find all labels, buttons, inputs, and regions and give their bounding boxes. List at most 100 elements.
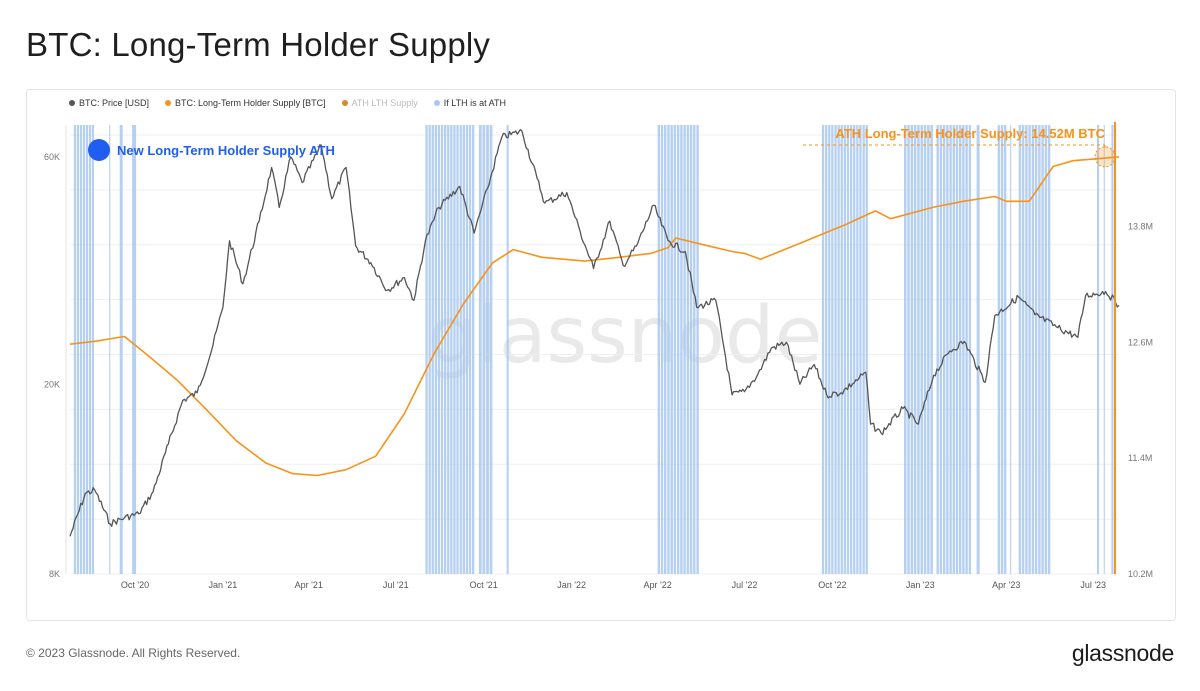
ath-band-bar xyxy=(1004,125,1007,574)
ath-band-bar xyxy=(997,125,1001,574)
legend-swatch-3 xyxy=(433,100,440,106)
ath-band-bar xyxy=(119,125,123,574)
ath-band-bar xyxy=(917,125,920,574)
x-tick-label: Apr '23 xyxy=(992,580,1020,590)
ath-band-bar xyxy=(1041,125,1044,574)
y-right-tick-label: 12.6M xyxy=(1128,337,1153,347)
chart-svg: glassnode ATH Long-Term Holder Supply: 14… xyxy=(44,122,1153,590)
ath-band-bar xyxy=(936,125,939,574)
ath-band-bar xyxy=(456,125,459,574)
series-line-price xyxy=(69,128,1120,537)
ath-band-bar xyxy=(1047,125,1051,574)
ath-band-bar xyxy=(904,125,907,574)
ath-band-bar xyxy=(1018,125,1022,574)
ath-band-bar xyxy=(1025,125,1028,574)
ath-band-bar xyxy=(834,125,837,574)
x-tick-label: Jan '23 xyxy=(906,580,935,590)
ath-band-bar xyxy=(865,125,868,574)
ath-band-bar xyxy=(489,125,493,574)
ath-band-bar xyxy=(428,125,431,574)
ath-band-bar xyxy=(677,125,680,574)
new-ath-dot xyxy=(88,139,110,161)
ath-band-bar xyxy=(468,125,472,574)
ath-band-bar xyxy=(696,125,699,574)
x-tick-label: Jan '21 xyxy=(209,580,238,590)
footer-brand-logo[interactable]: glassnode xyxy=(1071,640,1174,666)
legend-item-0[interactable]: BTC: Price [USD] xyxy=(69,98,149,108)
legend-swatch-1 xyxy=(165,100,172,106)
ath-band-bar xyxy=(431,125,434,574)
ath-band-bar xyxy=(88,125,91,574)
ath-band-bar xyxy=(437,125,441,574)
ath-band-bar xyxy=(965,125,968,574)
y-right-tick-label: 11.4M xyxy=(1128,453,1152,463)
ath-band-bar xyxy=(683,125,686,574)
ath-band-bar xyxy=(459,125,462,574)
legend-swatch-0 xyxy=(69,100,75,106)
ath-band-bar xyxy=(482,125,486,574)
y-right-tick-label: 13.8M xyxy=(1128,221,1153,231)
ath-band-bar xyxy=(856,125,859,574)
ath-band-bar xyxy=(939,125,943,574)
ath-highlight-circle xyxy=(1094,146,1116,168)
ath-band-bar xyxy=(825,125,828,574)
ath-band-bar xyxy=(91,125,94,574)
x-tick-label: Apr '22 xyxy=(643,580,671,590)
ath-band-bar xyxy=(453,125,456,574)
ath-band-bar xyxy=(472,125,475,574)
ath-band-bar xyxy=(1097,125,1100,574)
ath-band-bar xyxy=(959,125,962,574)
ath-band-bar xyxy=(680,125,683,574)
ath-band-bar xyxy=(444,125,447,574)
ath-band-bar xyxy=(109,125,111,574)
x-tick-label: Jul '21 xyxy=(383,580,409,590)
legend-item-1[interactable]: BTC: Long-Term Holder Supply [BTC] xyxy=(165,98,326,108)
ath-band-bar xyxy=(1034,125,1038,574)
legend-label-0: BTC: Price [USD] xyxy=(79,98,150,108)
legend-swatch-2 xyxy=(341,100,348,106)
ath-band-bar xyxy=(837,125,840,574)
ath-band-bar xyxy=(859,125,862,574)
ath-band-bar xyxy=(486,125,489,574)
series-line-lth-supply xyxy=(69,156,1120,477)
footer-copyright: © 2023 Glassnode. All Rights Reserved. xyxy=(26,646,241,660)
ath-band-bar xyxy=(1044,125,1048,574)
ath-band-bar xyxy=(689,125,693,574)
ath-band-bar xyxy=(82,125,85,574)
ath-band-bar xyxy=(927,125,930,574)
ath-band-bar xyxy=(843,125,846,574)
ath-band-bar xyxy=(920,125,923,574)
ath-band-bar xyxy=(673,125,677,574)
ath-band-bar xyxy=(670,125,673,574)
ath-band-bar xyxy=(79,125,82,574)
ath-band-bar xyxy=(686,125,690,574)
new-ath-label: New Long-Term Holder Supply ATH xyxy=(117,143,335,158)
ath-band-bar xyxy=(846,125,850,574)
ath-band-bar xyxy=(1031,125,1035,574)
chart-legend: BTC: Price [USD] BTC: Long-Term Holder Su… xyxy=(69,98,506,108)
ath-band-bar xyxy=(923,125,927,574)
legend-label-3: If LTH is at ATH xyxy=(443,98,506,108)
ath-band-bar xyxy=(450,125,453,574)
legend-item-2[interactable]: ATH LTH Supply xyxy=(341,98,418,108)
ath-band-bar xyxy=(76,125,79,574)
ath-band-bar xyxy=(831,125,834,574)
ath-band-bar xyxy=(132,125,137,574)
ath-band-bar xyxy=(657,125,660,574)
ath-band-bar xyxy=(478,125,482,574)
ath-band-bar xyxy=(968,125,972,574)
x-tick-label: Oct '22 xyxy=(818,580,846,590)
x-tick-label: Oct '21 xyxy=(470,580,498,590)
ath-band-bar xyxy=(913,125,917,574)
ath-band-bar xyxy=(976,125,980,574)
x-tick-label: Jul '23 xyxy=(1080,580,1106,590)
watermark-text: glassnode xyxy=(428,291,823,381)
ath-band-bar xyxy=(1028,125,1031,574)
legend-item-3[interactable]: If LTH is at ATH xyxy=(433,98,506,108)
ath-callout-label: ATH Long-Term Holder Supply: 14.52M BTC xyxy=(835,126,1105,141)
ath-band-bar xyxy=(660,125,664,574)
page-title: BTC: Long-Term Holder Supply xyxy=(26,26,491,63)
ath-band-bar xyxy=(828,125,831,574)
y-right-tick-label: 10.2M xyxy=(1128,569,1153,579)
x-tick-label: Jul '22 xyxy=(732,580,758,590)
